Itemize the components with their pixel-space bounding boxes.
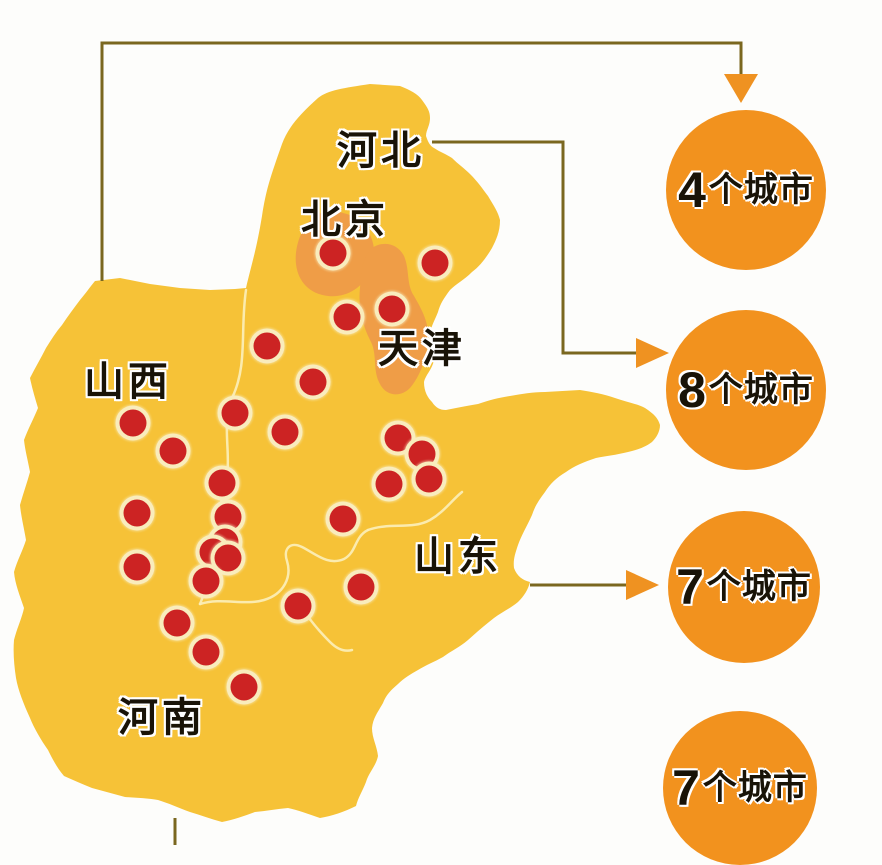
city-dot — [208, 469, 236, 497]
arrow-right-icon — [626, 570, 659, 600]
city-dot — [284, 592, 312, 620]
badge-suffix: 个城市 — [702, 769, 808, 807]
city-dot — [384, 424, 412, 452]
badge-suffix: 个城市 — [708, 371, 814, 409]
city-dot — [163, 609, 191, 637]
city-dot — [299, 368, 327, 396]
label-henan: 河南 — [118, 696, 206, 740]
arrow-down-icon — [724, 74, 758, 103]
city-dot — [329, 505, 357, 533]
city-dot — [408, 440, 436, 468]
badge-suffix: 个城市 — [708, 171, 814, 209]
badge-henan-count: 7 个城市 — [663, 711, 817, 865]
label-beijing: 北京 — [301, 198, 389, 242]
arrow-right-icon — [636, 338, 669, 368]
city-dot — [214, 544, 242, 572]
land-shape — [13, 84, 661, 822]
connector-hebei-to-badge2 — [432, 140, 636, 355]
badge-count: 7 — [676, 559, 704, 615]
city-dot — [214, 503, 242, 531]
city-dot — [333, 303, 361, 331]
map-infographic: 河北 北京 天津 山西 山东 河南 4 个城市 8 个城市 7 个城市 7 个城… — [13, 41, 826, 865]
border-hebei-shandong — [366, 490, 464, 532]
city-dot — [415, 465, 443, 493]
badge-shandong-count: 7 个城市 — [668, 511, 820, 663]
city-dot — [378, 295, 406, 323]
badge-count: 8 — [678, 362, 706, 418]
connector-shanxi-to-badge1 — [100, 41, 743, 281]
city-dot — [119, 409, 147, 437]
city-dot — [253, 332, 281, 360]
badge-count: 4 — [678, 162, 706, 218]
city-dot — [159, 437, 187, 465]
label-tianjin: 天津 — [378, 327, 466, 371]
city-dot — [421, 249, 449, 277]
city-dot — [123, 553, 151, 581]
city-dot — [221, 399, 249, 427]
label-shandong: 山东 — [414, 535, 502, 579]
city-dot — [347, 573, 375, 601]
border-henan-north — [198, 528, 370, 606]
city-dot — [123, 499, 151, 527]
city-dot — [375, 470, 403, 498]
city-dot — [271, 418, 299, 446]
city-dot — [319, 239, 347, 267]
label-hebei: 河北 — [337, 129, 425, 173]
city-dot — [230, 673, 258, 701]
label-shanxi: 山西 — [84, 360, 172, 404]
badge-suffix: 个城市 — [706, 568, 812, 606]
badge-shanxi-count: 4 个城市 — [666, 110, 826, 270]
city-dot — [192, 638, 220, 666]
city-dot — [192, 567, 220, 595]
badge-count: 7 — [672, 760, 700, 816]
north-china-map — [13, 41, 758, 845]
badge-hebei-count: 8 个城市 — [666, 310, 826, 470]
